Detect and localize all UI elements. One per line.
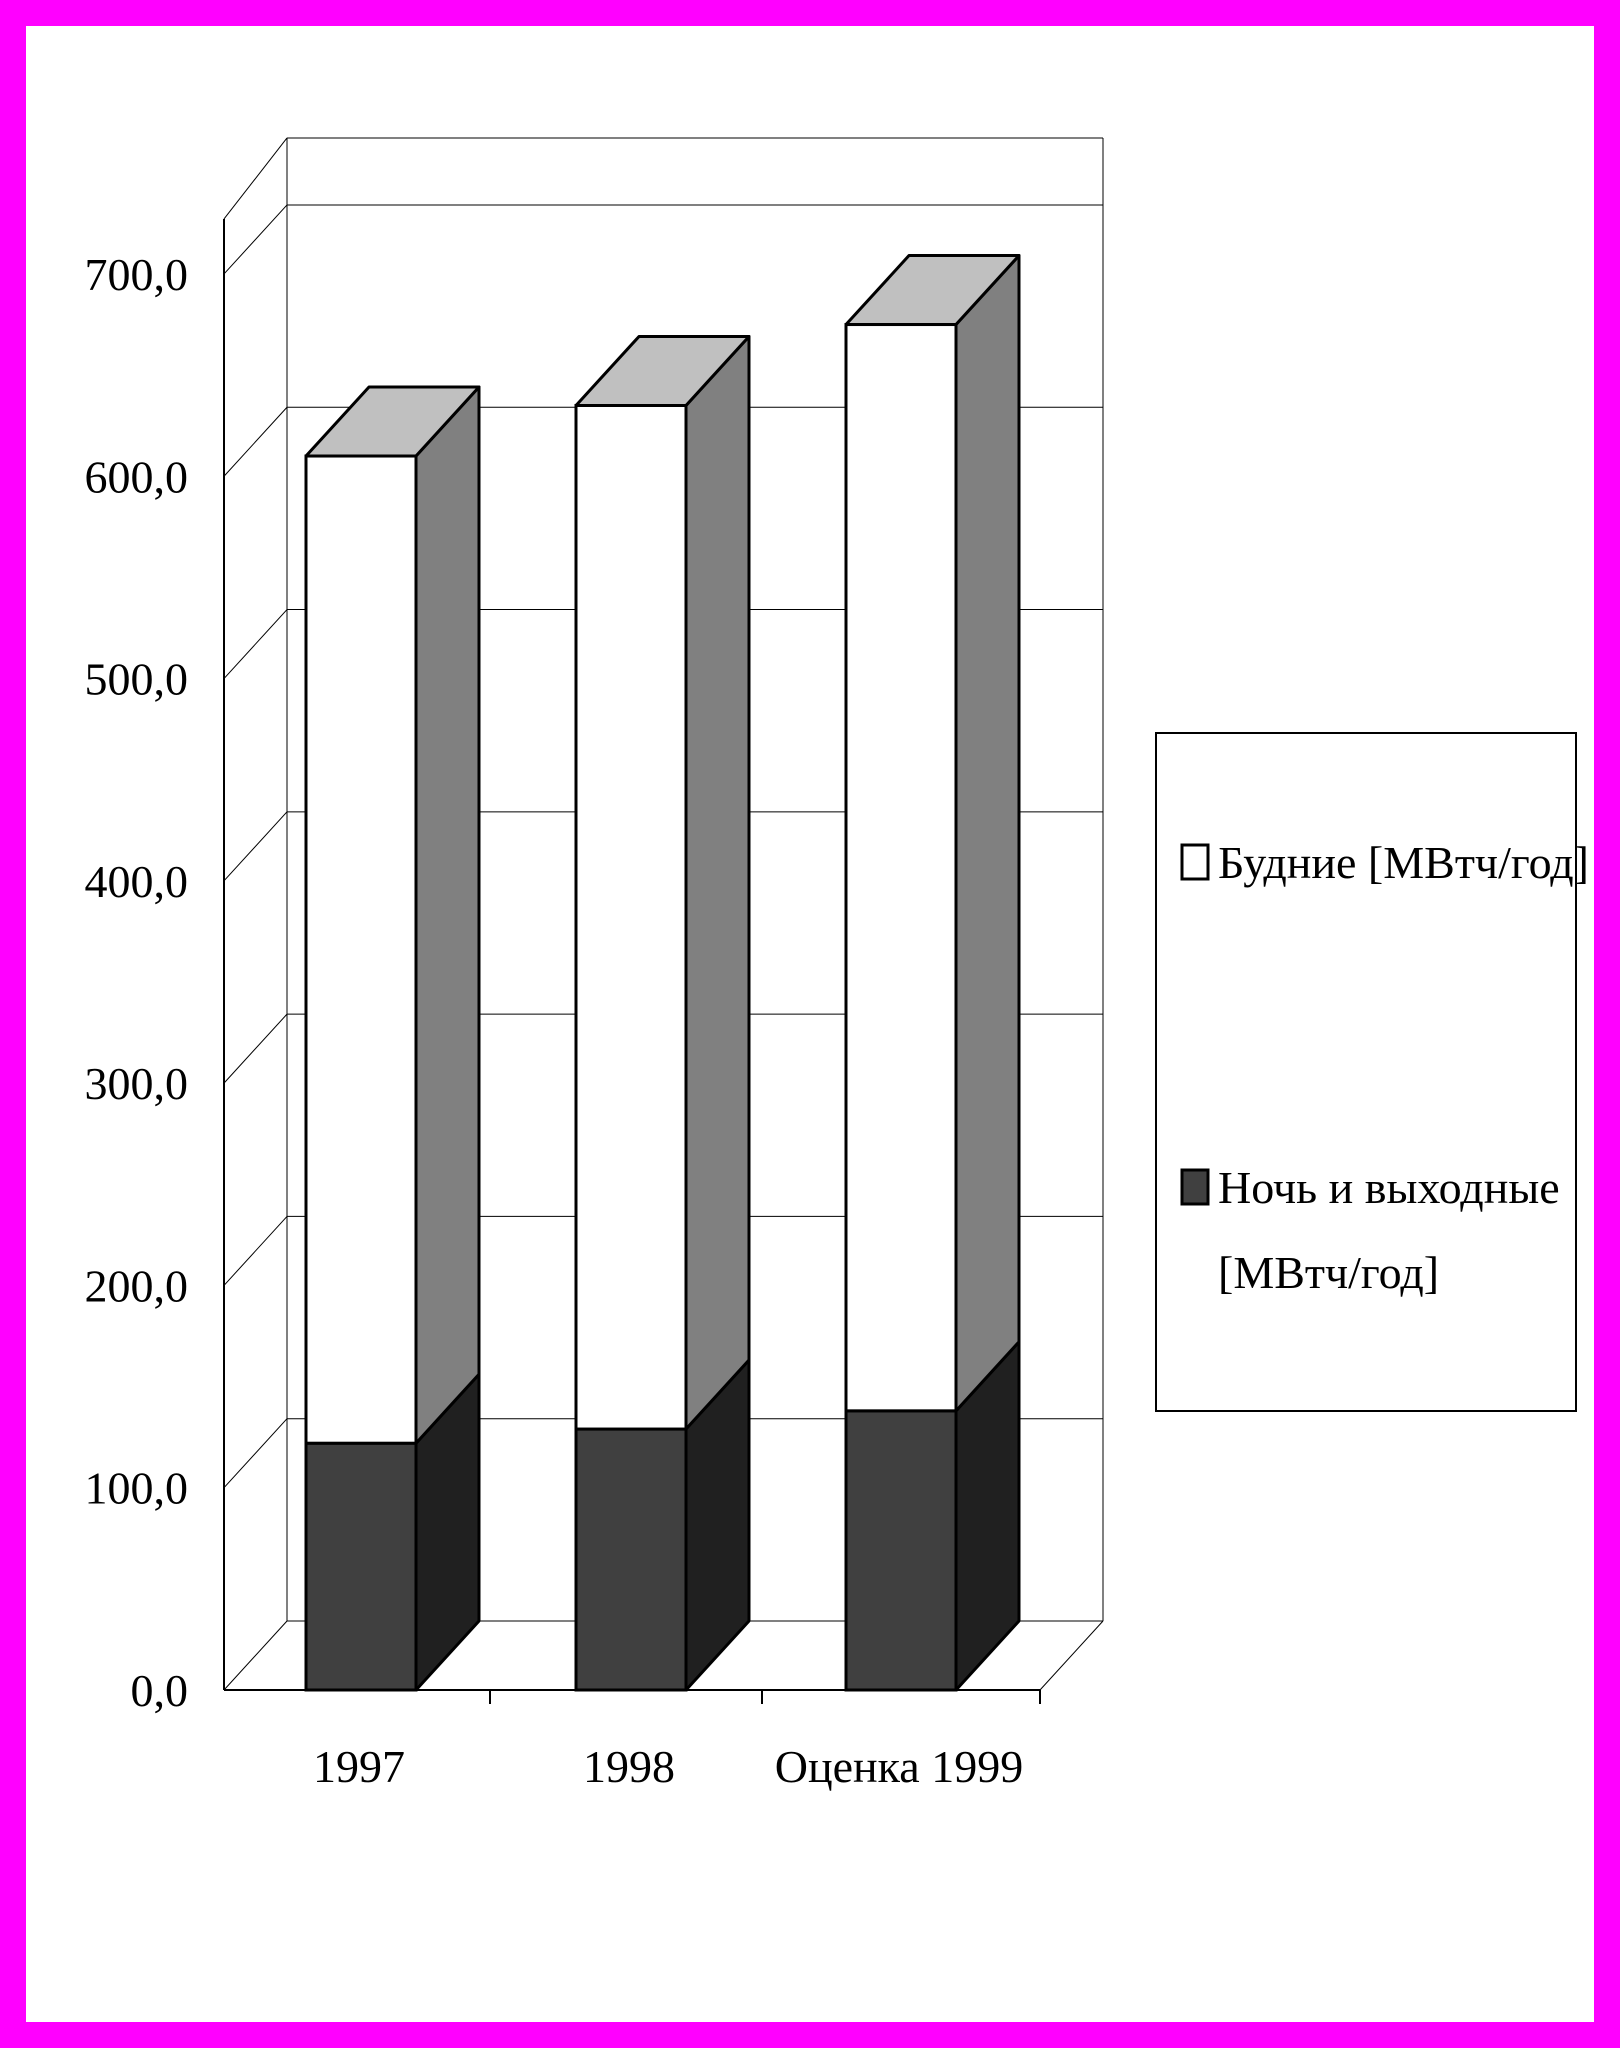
bar-weekday-1-front <box>574 403 688 1431</box>
bar-night-1-front <box>574 1427 688 1692</box>
bar-top-1 <box>574 334 751 407</box>
legend: Будние [МВтч/год] Ночь и выходные [МВтч/… <box>1155 732 1589 1412</box>
bar-top-2 <box>844 254 1021 327</box>
x-tick-label: 1998 <box>583 1741 675 1792</box>
bars <box>304 254 1021 1692</box>
x-tick-label: 1997 <box>313 1741 405 1792</box>
y-tick-label: 200,0 <box>85 1260 189 1311</box>
gridline-side <box>223 811 288 882</box>
bar-top-0 <box>304 385 481 458</box>
x-tick-label: Оценка 1999 <box>775 1741 1023 1792</box>
bar-weekday-1-side <box>684 334 751 1431</box>
bar-weekday-2-side <box>954 254 1021 1413</box>
y-tick-label: 700,0 <box>85 249 189 300</box>
x-axis-labels: 1997 1998 Оценка 1999 <box>313 1741 1023 1792</box>
legend-box <box>1155 732 1577 1412</box>
y-tick-label: 500,0 <box>85 654 189 705</box>
y-axis: 0,0 100,0 200,0 300,0 400,0 500,0 600,0 700,0 <box>85 218 1041 1716</box>
side-wall-top-edge <box>223 137 288 220</box>
legend-swatch-night <box>1180 1168 1210 1206</box>
bar-weekday-2-front <box>844 323 958 1413</box>
gridline-side <box>223 1013 288 1084</box>
gridline-side <box>223 1620 288 1691</box>
floor-right-edge <box>1039 1620 1104 1691</box>
bar-night-0-front <box>304 1441 418 1692</box>
legend-label-night-line2: [МВтч/год] <box>1218 1247 1439 1298</box>
bar-weekday-0-side <box>414 385 481 1445</box>
y-tick-label: 400,0 <box>85 856 189 907</box>
gridline-side <box>223 1216 288 1286</box>
legend-swatch-weekday <box>1180 843 1210 881</box>
gridline-side <box>223 609 288 679</box>
gridline-side <box>223 204 288 275</box>
gridline-side <box>223 406 288 477</box>
y-tick-label: 0,0 <box>131 1665 189 1716</box>
y-tick-label: 300,0 <box>85 1058 189 1109</box>
legend-label-night-line1: Ночь и выходные <box>1218 1162 1560 1213</box>
gridline-side <box>223 1418 288 1489</box>
y-tick-label: 600,0 <box>85 451 189 502</box>
bar-weekday-0-front <box>304 454 418 1445</box>
legend-label-weekday: Будние [МВтч/год] <box>1218 837 1589 888</box>
y-tick-label: 100,0 <box>85 1463 189 1514</box>
bar-night-2-front <box>844 1409 958 1692</box>
